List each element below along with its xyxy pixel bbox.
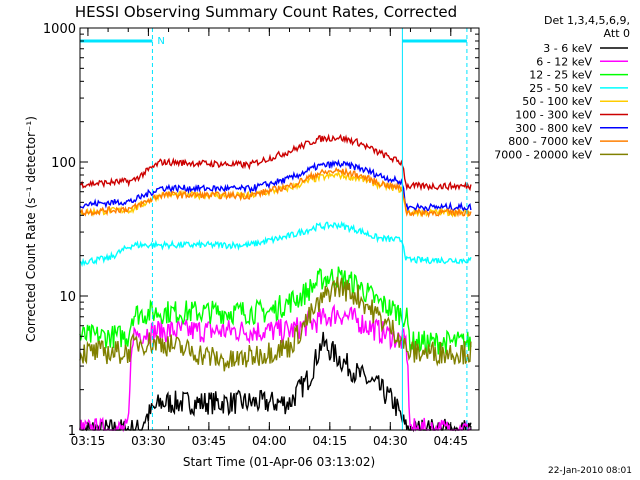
- legend-entry-label: 12 - 25 keV: [529, 69, 592, 82]
- series-line: [79, 166, 472, 219]
- x-axis-label: Start Time (01-Apr-06 03:13:02): [183, 455, 375, 469]
- legend-header-line-2: Att 0: [604, 27, 630, 40]
- series-line: [79, 266, 472, 355]
- series-line: [79, 303, 472, 433]
- series-line: [79, 220, 472, 268]
- plot-frame: [79, 27, 480, 431]
- x-tick-label: 04:30: [373, 434, 408, 448]
- series-line: [79, 331, 472, 433]
- legend-entry-label: 3 - 6 keV: [543, 42, 592, 55]
- x-tick-label: 04:00: [252, 434, 287, 448]
- x-tick-label: 03:45: [192, 434, 227, 448]
- y-axis-label: Corrected Count Rate (s⁻¹ detector⁻¹): [24, 116, 38, 342]
- night-bar-label: N: [157, 36, 164, 47]
- y-tick-label: 100: [51, 156, 76, 171]
- legend-header-line-1: Det 1,3,4,5,6,9,: [544, 14, 630, 27]
- x-tick-label: 03:15: [71, 434, 106, 448]
- axes: 03:15 03:30 03:45 04:00 04:15 04:30 04:45 1 10 10…: [43, 22, 480, 448]
- y-tick-label: 10: [59, 290, 76, 305]
- footer-date: 22-Jan-2010 08:01: [548, 466, 632, 476]
- y-tick-label: 1: [68, 424, 76, 439]
- legend-entry-label: 50 - 100 keV: [522, 95, 592, 108]
- x-tick-label: 04:45: [433, 434, 468, 448]
- series-line: [79, 133, 472, 192]
- legend-entry-label: 7000 - 20000 keV: [494, 148, 592, 161]
- series-line: [79, 276, 472, 372]
- legend-entry-label: 800 - 7000 keV: [508, 135, 592, 148]
- x-tick-label: 04:15: [313, 434, 348, 448]
- y-tick-label: 1000: [43, 22, 76, 37]
- legend-entry-label: 25 - 50 keV: [529, 82, 592, 95]
- chart-title: HESSI Observing Summary Count Rates, Cor…: [75, 3, 457, 21]
- legend-entry-label: 300 - 800 keV: [515, 122, 592, 135]
- legend-entry-label: 6 - 12 keV: [536, 55, 592, 68]
- x-tick-label: 03:30: [131, 434, 166, 448]
- plot-area: N: [79, 28, 472, 433]
- legend-entry-label: 100 - 300 keV: [515, 109, 592, 122]
